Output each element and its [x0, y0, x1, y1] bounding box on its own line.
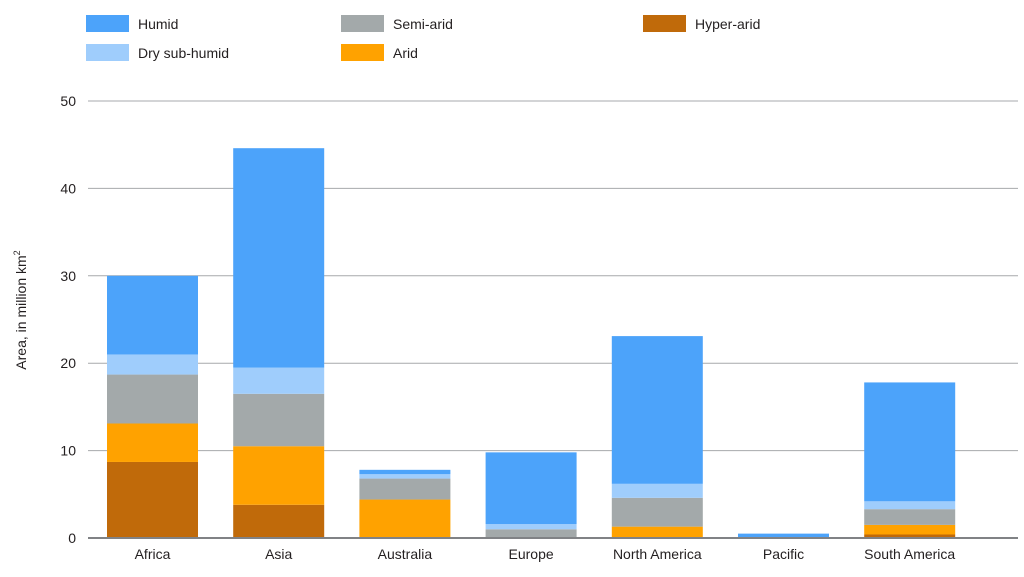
- bar-north-america-dry-sub-humid: [611, 483, 703, 498]
- bar-africa-dry-sub-humid: [107, 354, 198, 375]
- x-tick-label-africa: Africa: [135, 546, 171, 562]
- bar-south-america-dry-sub-humid: [864, 501, 956, 510]
- x-tick-label-europe: Europe: [509, 546, 554, 562]
- y-axis-label: Area, in million km2: [12, 250, 29, 369]
- legend-swatch-hyper-arid: [643, 15, 686, 32]
- bar-pacific-humid: [738, 533, 829, 538]
- bar-south-america-semi-arid: [864, 509, 956, 525]
- bar-australia-arid: [359, 499, 451, 538]
- bar-north-america-arid: [611, 526, 703, 538]
- bar-australia-dry-sub-humid: [359, 474, 451, 479]
- y-tick-label: 50: [60, 93, 76, 109]
- legend-item-hyper-arid: Hyper-arid: [643, 15, 760, 32]
- bar-group-europe: [485, 452, 577, 538]
- bar-group-asia: [233, 148, 325, 538]
- bar-africa-humid: [107, 275, 198, 355]
- bar-australia-semi-arid: [359, 478, 451, 500]
- x-tick-label-asia: Asia: [265, 546, 292, 562]
- bar-africa-semi-arid: [107, 374, 198, 424]
- bar-group-africa: [107, 275, 198, 538]
- bar-group-australia: [359, 469, 451, 538]
- legend-label-semi-arid: Semi-arid: [393, 16, 453, 32]
- y-tick-label: 40: [60, 180, 76, 196]
- legend-swatch-dry-sub-humid: [86, 44, 129, 61]
- bar-asia-hyper-arid: [233, 504, 325, 538]
- bar-europe-semi-arid: [485, 529, 577, 538]
- legend-label-hyper-arid: Hyper-arid: [695, 16, 760, 32]
- bar-south-america-hyper-arid: [864, 534, 956, 538]
- bar-africa-hyper-arid: [107, 461, 198, 538]
- y-axis-label-main: Area, in million km: [13, 255, 29, 369]
- x-tick-label-pacific: Pacific: [763, 546, 804, 562]
- legend-swatch-arid: [341, 44, 384, 61]
- legend-label-dry-sub-humid: Dry sub-humid: [138, 45, 229, 61]
- bar-group-south-america: [864, 382, 956, 538]
- bar-australia-humid: [359, 469, 451, 475]
- bar-group-north-america: [611, 336, 703, 538]
- legend-item-dry-sub-humid: Dry sub-humid: [86, 44, 229, 61]
- legend-item-arid: Arid: [341, 44, 418, 61]
- legend-item-semi-arid: Semi-arid: [341, 15, 453, 32]
- bar-africa-arid: [107, 423, 198, 462]
- bar-europe-humid: [485, 452, 577, 525]
- y-tick-label: 30: [60, 268, 76, 284]
- bars: [107, 148, 956, 538]
- bar-asia-arid: [233, 446, 325, 505]
- y-tick-label: 0: [68, 530, 76, 546]
- bar-group-pacific: [738, 533, 829, 538]
- y-axis-label-superscript: 2: [12, 250, 22, 255]
- bar-asia-semi-arid: [233, 393, 325, 447]
- legend-swatch-semi-arid: [341, 15, 384, 32]
- bar-south-america-humid: [864, 382, 956, 502]
- y-axis-tick-labels: 0 10 20 30 40 50: [60, 93, 76, 546]
- bar-south-america-arid: [864, 524, 956, 535]
- legend-item-humid: Humid: [86, 15, 178, 32]
- x-axis-tick-labels: Africa Asia Australia Europe North America Pa…: [135, 546, 956, 562]
- bar-asia-humid: [233, 148, 325, 368]
- legend: Humid Semi-arid Hyper-arid Dry sub-humid Ari…: [86, 15, 760, 61]
- bar-europe-dry-sub-humid: [485, 524, 577, 530]
- x-tick-label-south-america: South America: [864, 546, 955, 562]
- x-tick-label-north-america: North America: [613, 546, 702, 562]
- x-tick-label-australia: Australia: [378, 546, 433, 562]
- bar-north-america-humid: [611, 336, 703, 484]
- bar-north-america-semi-arid: [611, 497, 703, 527]
- legend-label-arid: Arid: [393, 45, 418, 61]
- legend-label-humid: Humid: [138, 16, 178, 32]
- y-tick-label: 20: [60, 355, 76, 371]
- bar-asia-dry-sub-humid: [233, 367, 325, 394]
- y-tick-label: 10: [60, 443, 76, 459]
- legend-swatch-humid: [86, 15, 129, 32]
